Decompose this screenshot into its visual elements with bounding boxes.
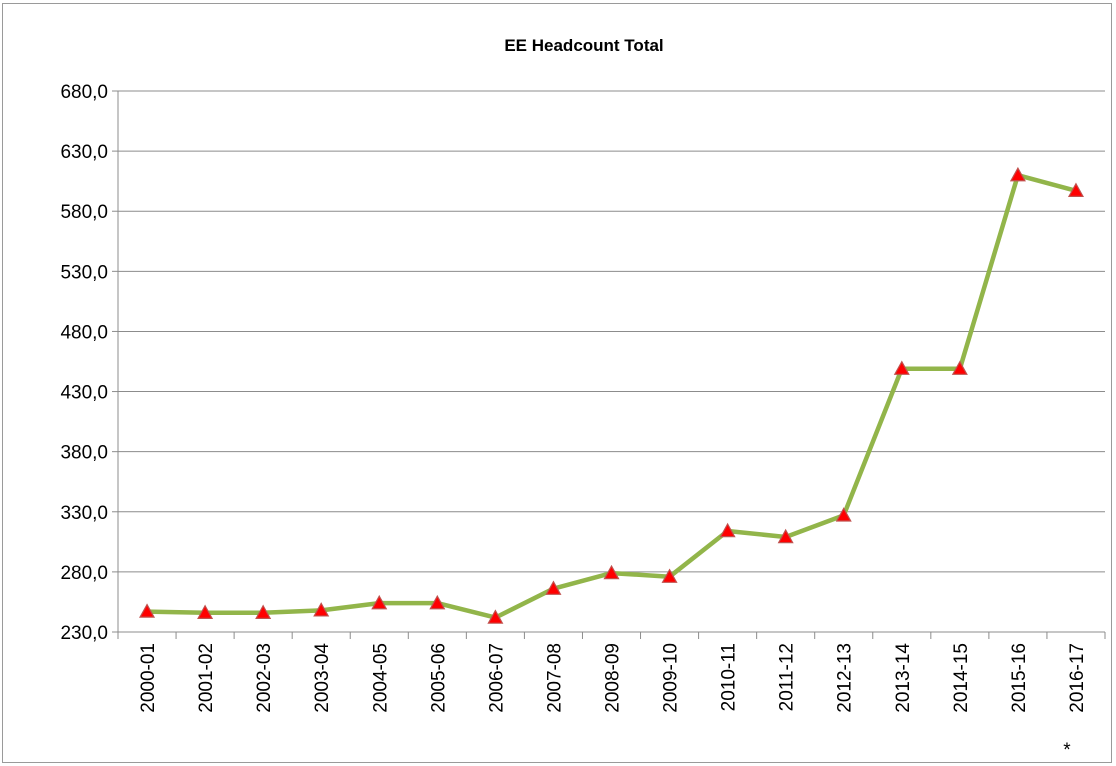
y-tick-label: 280,0 xyxy=(60,563,108,584)
x-axis: 2000-01 2001-02 2002-03 2003-04 2004-05 2005-… xyxy=(117,631,1106,761)
series-polyline xyxy=(144,172,1079,620)
y-tick-label: 630,0 xyxy=(60,142,108,163)
data-point-marker xyxy=(951,360,968,375)
data-point-marker xyxy=(545,580,562,595)
x-tick-label: 2014-15 xyxy=(951,643,972,713)
x-tick-label: 2005-06 xyxy=(428,643,449,713)
data-point-marker xyxy=(255,604,272,619)
y-axis: 230,0 280,0 330,0 380,0 430,0 480,0 530,0 580,0… xyxy=(60,82,119,644)
x-tick-label: 2010-11 xyxy=(719,643,740,711)
x-tick-label: 2012-13 xyxy=(835,643,856,713)
x-tick-label: 2016-17 xyxy=(1067,643,1088,713)
data-point-marker xyxy=(429,594,446,610)
data-point-marker xyxy=(1067,182,1084,197)
x-tick-label: 2001-02 xyxy=(196,643,217,713)
chart-frame xyxy=(2,3,1112,763)
category-footnote-mark: * xyxy=(1063,740,1071,761)
x-tick-label: 2003-04 xyxy=(312,643,333,713)
x-tick-label: 2013-14 xyxy=(893,643,914,713)
y-tick-label: 330,0 xyxy=(60,503,108,524)
y-tick-label: 480,0 xyxy=(60,322,108,343)
gridlines xyxy=(118,90,1105,573)
data-point-marker xyxy=(835,507,852,522)
x-tick-label: 2004-05 xyxy=(370,643,391,713)
series-line xyxy=(144,172,1079,620)
x-tick-label: 2008-09 xyxy=(603,643,624,713)
data-point-marker xyxy=(893,360,910,375)
data-point-marker xyxy=(487,609,504,624)
data-point-marker xyxy=(197,604,214,619)
y-tick-label: 530,0 xyxy=(60,262,108,283)
chart-title: EE Headcount Total xyxy=(504,36,663,55)
data-point-marker xyxy=(603,564,620,580)
data-point-marker xyxy=(661,568,678,583)
series-markers xyxy=(139,166,1084,624)
data-point-marker xyxy=(371,594,388,610)
y-tick-label: 430,0 xyxy=(60,383,108,404)
x-tick-label: 2009-10 xyxy=(661,643,682,713)
y-tick-label: 230,0 xyxy=(60,623,108,644)
y-tick-label: 680,0 xyxy=(60,82,108,103)
data-point-marker xyxy=(139,603,156,618)
data-point-marker xyxy=(777,528,794,544)
y-tick-label: 580,0 xyxy=(60,202,108,223)
x-tick-label: 2015-16 xyxy=(1009,643,1030,713)
x-tick-label: 2000-01 xyxy=(138,643,159,713)
data-point-marker xyxy=(313,602,330,617)
data-point-marker xyxy=(719,522,736,538)
x-tick-label: 2002-03 xyxy=(254,643,275,713)
x-tick-label: 2011-12 xyxy=(777,643,798,711)
y-tick-label: 380,0 xyxy=(60,443,108,464)
x-tick-label: 2006-07 xyxy=(486,643,507,713)
x-tick-label: 2007-08 xyxy=(544,643,565,713)
data-point-marker xyxy=(1009,166,1026,182)
